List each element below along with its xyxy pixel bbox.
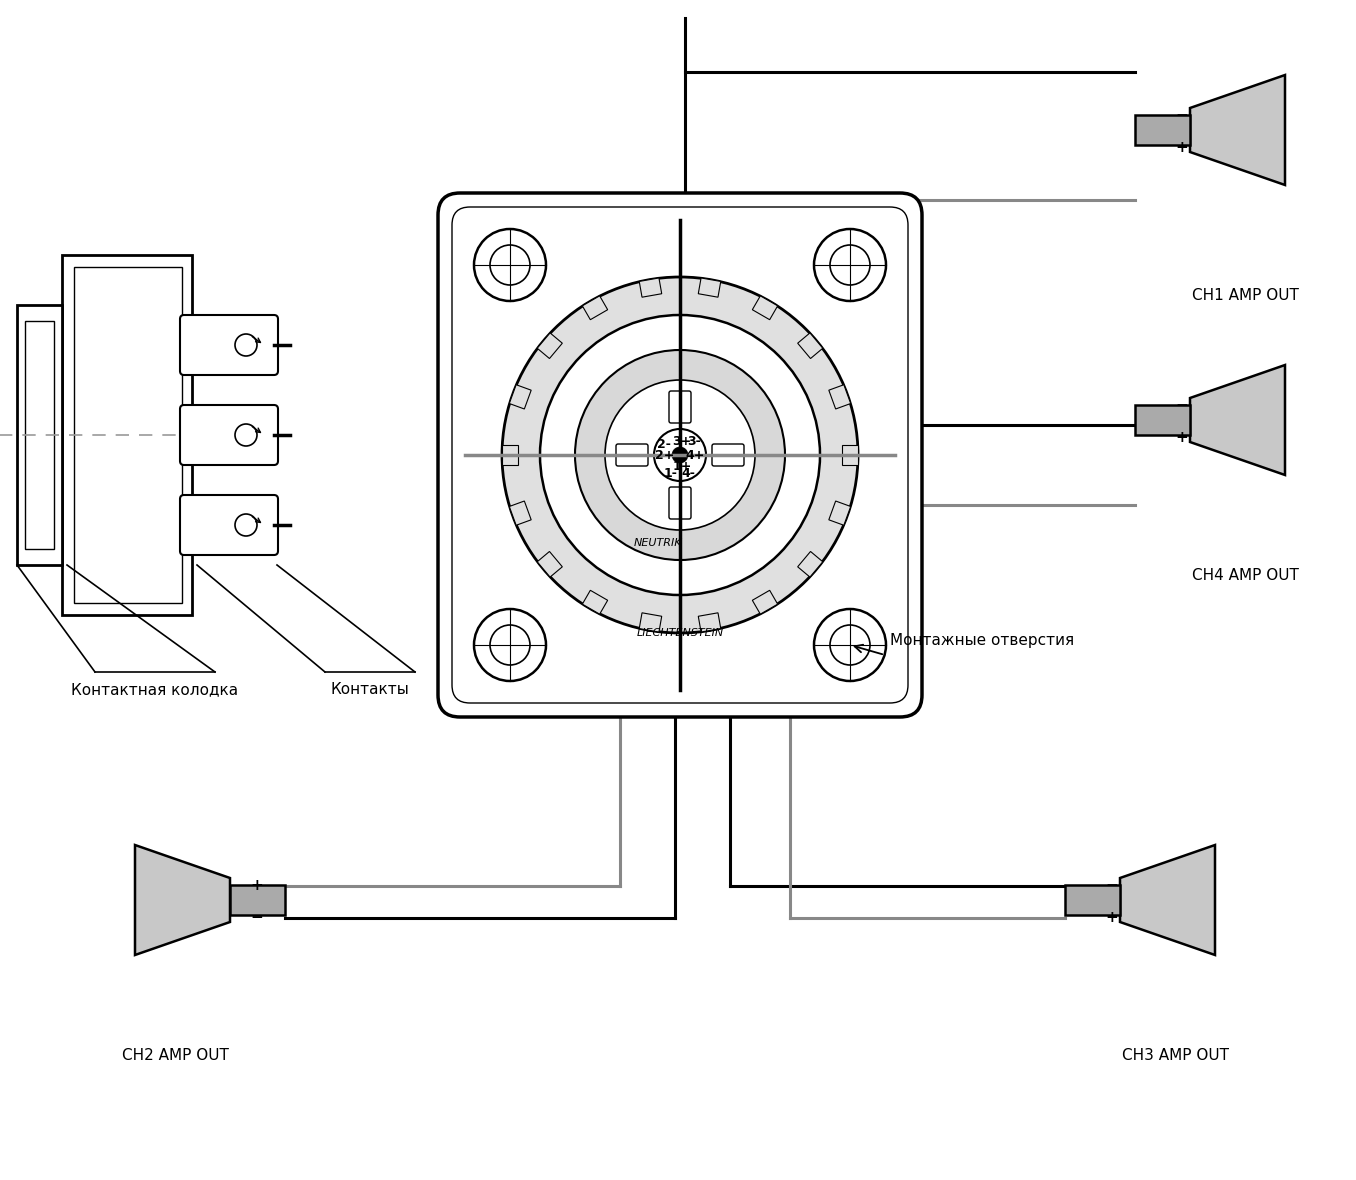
Circle shape <box>475 609 546 681</box>
FancyBboxPatch shape <box>180 315 278 375</box>
Bar <box>75 267 182 603</box>
Text: NEUTRIK: NEUTRIK <box>633 538 682 548</box>
FancyBboxPatch shape <box>669 487 692 519</box>
Polygon shape <box>639 278 662 297</box>
Text: 2-: 2- <box>658 438 671 451</box>
Text: 4+: 4+ <box>686 450 705 463</box>
Polygon shape <box>698 612 721 632</box>
Circle shape <box>490 245 530 286</box>
Circle shape <box>235 424 258 446</box>
Circle shape <box>235 514 258 536</box>
Polygon shape <box>136 845 231 955</box>
Text: 2+: 2+ <box>655 450 674 463</box>
Polygon shape <box>510 385 532 409</box>
Circle shape <box>830 245 871 286</box>
Bar <box>62 255 193 615</box>
Circle shape <box>814 229 885 301</box>
FancyBboxPatch shape <box>669 391 692 422</box>
Text: Контактная колодка: Контактная колодка <box>72 682 239 697</box>
FancyArrowPatch shape <box>252 517 260 523</box>
FancyArrowPatch shape <box>252 336 260 342</box>
Text: +: + <box>1176 140 1188 156</box>
Polygon shape <box>537 551 563 577</box>
Circle shape <box>605 380 755 530</box>
Text: 3+: 3+ <box>673 435 692 448</box>
Polygon shape <box>753 296 777 320</box>
FancyArrowPatch shape <box>252 427 260 433</box>
Text: +: + <box>251 878 263 893</box>
Polygon shape <box>1191 76 1285 185</box>
Polygon shape <box>797 551 823 577</box>
Polygon shape <box>1120 845 1215 955</box>
Polygon shape <box>1191 365 1285 476</box>
Text: 1+: 1+ <box>673 460 692 473</box>
Polygon shape <box>829 385 850 409</box>
Bar <box>24 321 54 549</box>
Polygon shape <box>698 278 721 297</box>
FancyBboxPatch shape <box>452 206 909 703</box>
Polygon shape <box>753 590 777 614</box>
Bar <box>18 304 62 565</box>
Polygon shape <box>502 445 518 465</box>
Circle shape <box>475 229 546 301</box>
Text: 1-: 1- <box>663 467 678 480</box>
Text: CH2 AMP OUT: CH2 AMP OUT <box>122 1048 228 1062</box>
Circle shape <box>673 447 687 463</box>
Text: −: − <box>1105 878 1119 893</box>
Text: +: + <box>1105 911 1119 925</box>
Text: −: − <box>251 911 263 925</box>
Text: CH1 AMP OUT: CH1 AMP OUT <box>1192 288 1299 302</box>
Polygon shape <box>582 296 607 320</box>
Text: 3-: 3- <box>686 435 701 448</box>
Bar <box>231 885 285 914</box>
Text: Монтажные отверстия: Монтажные отверстия <box>890 632 1074 648</box>
Polygon shape <box>510 502 532 525</box>
Text: LIECHTENSTEIN: LIECHTENSTEIN <box>636 628 724 638</box>
Circle shape <box>830 625 871 666</box>
Circle shape <box>490 625 530 666</box>
Polygon shape <box>829 502 850 525</box>
FancyBboxPatch shape <box>712 444 744 466</box>
Polygon shape <box>582 590 607 614</box>
Text: +: + <box>1176 431 1188 446</box>
Polygon shape <box>639 612 662 632</box>
Text: 4-: 4- <box>682 467 696 480</box>
Text: CH3 AMP OUT: CH3 AMP OUT <box>1121 1048 1229 1062</box>
FancyBboxPatch shape <box>616 444 648 466</box>
Text: −: − <box>1176 399 1188 413</box>
Circle shape <box>814 609 885 681</box>
Polygon shape <box>537 333 563 359</box>
Text: −: − <box>1176 109 1188 124</box>
Circle shape <box>575 350 785 560</box>
Bar <box>1135 114 1191 145</box>
Text: CH4 AMP OUT: CH4 AMP OUT <box>1192 568 1299 583</box>
FancyBboxPatch shape <box>180 494 278 555</box>
Polygon shape <box>842 445 858 465</box>
Circle shape <box>502 277 858 632</box>
Bar <box>1064 885 1120 914</box>
Circle shape <box>235 334 258 356</box>
Circle shape <box>654 430 706 481</box>
Bar <box>1135 405 1191 435</box>
Circle shape <box>540 315 820 595</box>
Polygon shape <box>797 333 823 359</box>
FancyBboxPatch shape <box>180 405 278 465</box>
FancyBboxPatch shape <box>438 194 922 717</box>
Text: Контакты: Контакты <box>331 682 410 697</box>
